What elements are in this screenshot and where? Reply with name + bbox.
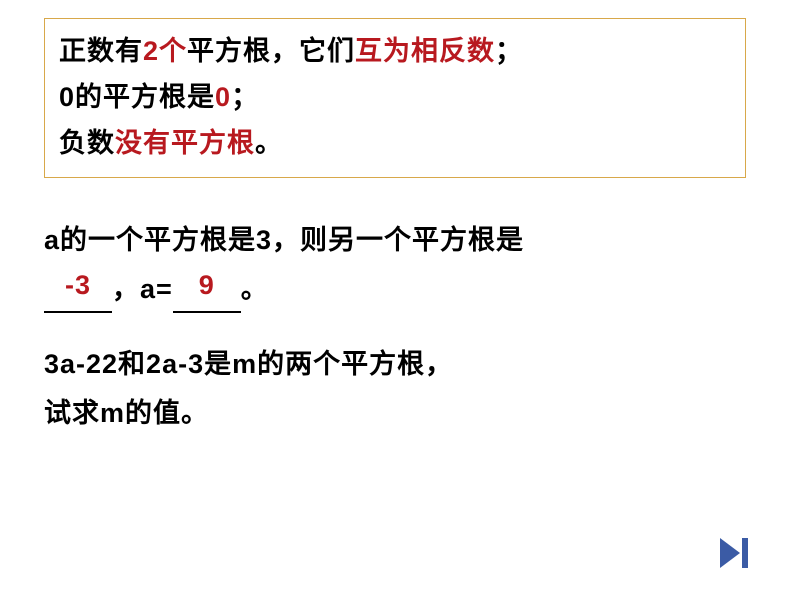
question-2: 3a-22和2a-3是m的两个平方根， 试求m的值。: [44, 340, 754, 437]
rule-line-3: 负数没有平方根。: [59, 121, 731, 167]
text: 平方根，它们: [187, 36, 355, 66]
rule-line-2: 0的平方根是0；: [59, 75, 731, 121]
answer-2: 9: [199, 261, 215, 310]
blank-2: 9: [173, 284, 241, 314]
q2-line-2: 试求m的值。: [44, 389, 754, 438]
text: 正数有: [59, 36, 143, 66]
next-button[interactable]: [716, 534, 764, 572]
highlight-opposite: 互为相反数: [355, 36, 495, 66]
text: 。: [255, 128, 283, 158]
highlight-none: 没有平方根: [115, 128, 255, 158]
q2-line-1: 3a-22和2a-3是m的两个平方根，: [44, 340, 754, 389]
question-1: a的一个平方根是3，则另一个平方根是 -3，a=9。: [44, 216, 754, 313]
blank-1: -3: [44, 284, 112, 314]
rules-box: 正数有2个平方根，它们互为相反数； 0的平方根是0； 负数没有平方根。: [44, 18, 746, 178]
highlight-zero: 0: [215, 82, 231, 112]
answer-1: -3: [65, 261, 91, 310]
q1-text-1: a的一个平方根是3，则另一个平方根是: [44, 225, 524, 255]
text: 0的平方根是: [59, 82, 215, 112]
q1-tail: 。: [241, 274, 269, 304]
text: ；: [231, 82, 259, 112]
text: ；: [495, 36, 523, 66]
text: 负数: [59, 128, 115, 158]
rule-line-1: 正数有2个平方根，它们互为相反数；: [59, 29, 731, 75]
highlight-count: 2个: [143, 36, 187, 66]
next-icon: [716, 534, 764, 572]
q1-mid: ，a=: [112, 274, 173, 304]
